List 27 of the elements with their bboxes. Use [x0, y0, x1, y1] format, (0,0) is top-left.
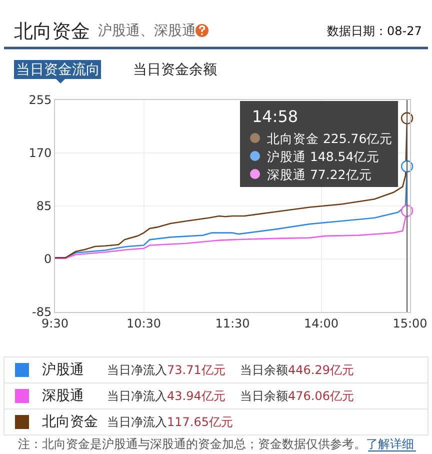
- y-tick-label: 0: [44, 252, 52, 266]
- legend-label: 沪股通: [42, 362, 84, 378]
- text: 当日净流入73.71亿元: [107, 363, 226, 377]
- chart-subtitle: 沪股通、深股通: [98, 23, 196, 39]
- text: 了解详细: [366, 437, 414, 451]
- chart-title: 北向资金: [14, 20, 90, 43]
- legend-label: 深股通: [42, 388, 84, 404]
- legend-label: 北向资金: [42, 414, 98, 430]
- text: 注：北向资金是沪股通与深股通的资金加总；资金数据仅供参考。: [18, 437, 366, 451]
- y-tick-label: 85: [36, 199, 52, 214]
- text: 当日净流入117.65亿元: [107, 415, 233, 429]
- annotation: 北向资金 225.76亿元: [267, 131, 393, 146]
- text: 数据日期：08-27: [327, 24, 422, 38]
- x-tick-label: 11:30: [215, 316, 250, 330]
- x-tick-label: 10:30: [126, 316, 162, 330]
- y-tick-label: 255: [28, 93, 52, 108]
- annotation: 深股通 77.22亿元: [267, 167, 372, 182]
- y-tick-label: 170: [28, 146, 52, 160]
- text: 当日余额476.06亿元: [240, 389, 354, 403]
- text: 当日余额446.29亿元: [240, 363, 354, 377]
- annotation: 沪股通 148.54亿元: [267, 149, 380, 164]
- text: 当日资金余额: [133, 62, 217, 78]
- x-tick-label: 14:00: [304, 316, 339, 330]
- annotation: 14:58: [252, 107, 298, 126]
- x-tick-label: 15:00: [392, 316, 428, 330]
- text: 当日净流入43.94亿元: [107, 389, 226, 403]
- text: 当日资金流向: [16, 62, 100, 78]
